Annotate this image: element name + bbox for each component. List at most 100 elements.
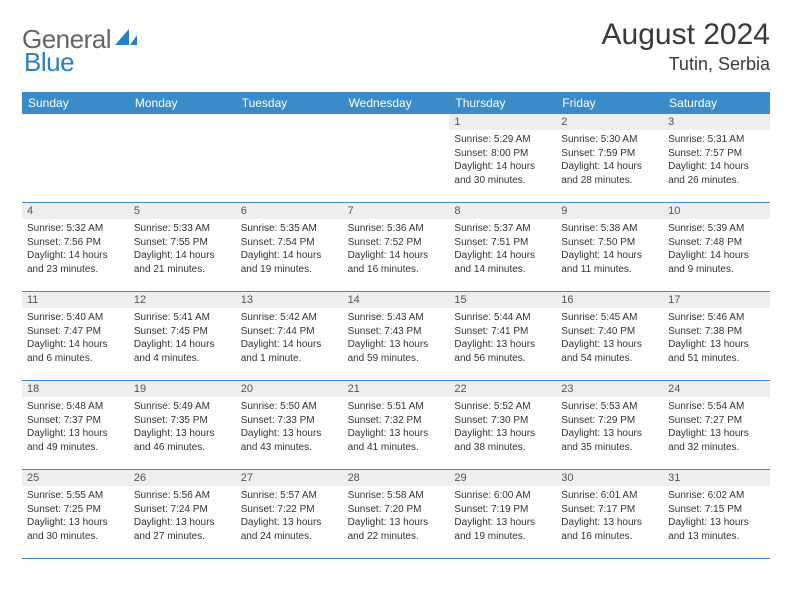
day-day1: Daylight: 13 hours: [561, 516, 658, 530]
day-body: Sunrise: 5:39 AMSunset: 7:48 PMDaylight:…: [663, 219, 770, 281]
day-day1: Daylight: 13 hours: [241, 427, 338, 441]
month-title: August 2024: [602, 18, 770, 52]
day-body: Sunrise: 5:53 AMSunset: 7:29 PMDaylight:…: [556, 397, 663, 459]
day-body: Sunrise: 5:45 AMSunset: 7:40 PMDaylight:…: [556, 308, 663, 370]
day-day1: Daylight: 13 hours: [668, 427, 765, 441]
day-body: Sunrise: 5:54 AMSunset: 7:27 PMDaylight:…: [663, 397, 770, 459]
day-body: Sunrise: 5:51 AMSunset: 7:32 PMDaylight:…: [343, 397, 450, 459]
day-sunrise: Sunrise: 5:33 AM: [134, 222, 231, 236]
day-cell: 22Sunrise: 5:52 AMSunset: 7:30 PMDayligh…: [449, 381, 556, 469]
day-cell: 24Sunrise: 5:54 AMSunset: 7:27 PMDayligh…: [663, 381, 770, 469]
day-number: 18: [22, 381, 129, 397]
day-sunset: Sunset: 7:15 PM: [668, 503, 765, 517]
day-sunset: Sunset: 7:29 PM: [561, 414, 658, 428]
day-number: 11: [22, 292, 129, 308]
day-sunrise: Sunrise: 5:49 AM: [134, 400, 231, 414]
day-cell: 6Sunrise: 5:35 AMSunset: 7:54 PMDaylight…: [236, 203, 343, 291]
day-cell: 25Sunrise: 5:55 AMSunset: 7:25 PMDayligh…: [22, 470, 129, 558]
day-day1: Daylight: 14 hours: [454, 249, 551, 263]
day-day2: and 24 minutes.: [241, 530, 338, 544]
day-sunrise: Sunrise: 6:02 AM: [668, 489, 765, 503]
day-day2: and 16 minutes.: [348, 263, 445, 277]
day-day1: Daylight: 13 hours: [348, 427, 445, 441]
day-day1: Daylight: 13 hours: [454, 338, 551, 352]
day-day2: and 16 minutes.: [561, 530, 658, 544]
day-sunset: Sunset: 7:41 PM: [454, 325, 551, 339]
dow-tuesday: Tuesday: [236, 92, 343, 114]
day-cell: 2Sunrise: 5:30 AMSunset: 7:59 PMDaylight…: [556, 114, 663, 202]
day-day1: Daylight: 14 hours: [134, 249, 231, 263]
day-number: 17: [663, 292, 770, 308]
day-body: Sunrise: 5:29 AMSunset: 8:00 PMDaylight:…: [449, 130, 556, 192]
day-sunset: Sunset: 7:32 PM: [348, 414, 445, 428]
day-sunset: Sunset: 7:56 PM: [27, 236, 124, 250]
day-number: 8: [449, 203, 556, 219]
day-number: 6: [236, 203, 343, 219]
dow-thursday: Thursday: [449, 92, 556, 114]
day-day1: Daylight: 13 hours: [668, 338, 765, 352]
day-body: Sunrise: 5:46 AMSunset: 7:38 PMDaylight:…: [663, 308, 770, 370]
day-day1: Daylight: 13 hours: [134, 516, 231, 530]
day-number: [343, 114, 450, 130]
day-body: Sunrise: 5:58 AMSunset: 7:20 PMDaylight:…: [343, 486, 450, 548]
day-day2: and 28 minutes.: [561, 174, 658, 188]
day-cell: 4Sunrise: 5:32 AMSunset: 7:56 PMDaylight…: [22, 203, 129, 291]
day-sunrise: Sunrise: 5:56 AM: [134, 489, 231, 503]
week-row: 11Sunrise: 5:40 AMSunset: 7:47 PMDayligh…: [22, 292, 770, 381]
week-row: 18Sunrise: 5:48 AMSunset: 7:37 PMDayligh…: [22, 381, 770, 470]
day-number: 21: [343, 381, 450, 397]
day-sunset: Sunset: 7:47 PM: [27, 325, 124, 339]
day-day1: Daylight: 13 hours: [27, 427, 124, 441]
day-day2: and 14 minutes.: [454, 263, 551, 277]
day-cell: 21Sunrise: 5:51 AMSunset: 7:32 PMDayligh…: [343, 381, 450, 469]
day-sunrise: Sunrise: 5:52 AM: [454, 400, 551, 414]
day-day2: and 41 minutes.: [348, 441, 445, 455]
day-cell: 13Sunrise: 5:42 AMSunset: 7:44 PMDayligh…: [236, 292, 343, 380]
day-sunrise: Sunrise: 5:53 AM: [561, 400, 658, 414]
day-day1: Daylight: 14 hours: [27, 338, 124, 352]
calendar: Sunday Monday Tuesday Wednesday Thursday…: [22, 92, 770, 559]
day-number: 7: [343, 203, 450, 219]
day-cell: 16Sunrise: 5:45 AMSunset: 7:40 PMDayligh…: [556, 292, 663, 380]
day-sunrise: Sunrise: 5:32 AM: [27, 222, 124, 236]
day-number: 26: [129, 470, 236, 486]
day-cell: 7Sunrise: 5:36 AMSunset: 7:52 PMDaylight…: [343, 203, 450, 291]
day-day1: Daylight: 14 hours: [561, 160, 658, 174]
day-number: 1: [449, 114, 556, 130]
dow-saturday: Saturday: [663, 92, 770, 114]
day-body: Sunrise: 5:55 AMSunset: 7:25 PMDaylight:…: [22, 486, 129, 548]
day-body: Sunrise: 5:57 AMSunset: 7:22 PMDaylight:…: [236, 486, 343, 548]
day-sunset: Sunset: 7:17 PM: [561, 503, 658, 517]
day-body: Sunrise: 5:43 AMSunset: 7:43 PMDaylight:…: [343, 308, 450, 370]
day-sunrise: Sunrise: 5:31 AM: [668, 133, 765, 147]
day-body: Sunrise: 6:00 AMSunset: 7:19 PMDaylight:…: [449, 486, 556, 548]
day-day2: and 4 minutes.: [134, 352, 231, 366]
day-number: 13: [236, 292, 343, 308]
dow-header-row: Sunday Monday Tuesday Wednesday Thursday…: [22, 92, 770, 114]
day-day1: Daylight: 14 hours: [561, 249, 658, 263]
day-day1: Daylight: 13 hours: [454, 427, 551, 441]
day-body: Sunrise: 5:40 AMSunset: 7:47 PMDaylight:…: [22, 308, 129, 370]
title-block: August 2024 Tutin, Serbia: [602, 18, 770, 75]
day-day2: and 54 minutes.: [561, 352, 658, 366]
day-day1: Daylight: 13 hours: [241, 516, 338, 530]
logo-sail-icon: [115, 27, 137, 52]
day-day1: Daylight: 14 hours: [241, 338, 338, 352]
dow-friday: Friday: [556, 92, 663, 114]
day-sunset: Sunset: 8:00 PM: [454, 147, 551, 161]
day-number: [236, 114, 343, 130]
day-day1: Daylight: 14 hours: [241, 249, 338, 263]
day-sunset: Sunset: 7:24 PM: [134, 503, 231, 517]
week-row: 4Sunrise: 5:32 AMSunset: 7:56 PMDaylight…: [22, 203, 770, 292]
day-sunset: Sunset: 7:22 PM: [241, 503, 338, 517]
day-sunrise: Sunrise: 5:57 AM: [241, 489, 338, 503]
location-label: Tutin, Serbia: [602, 54, 770, 75]
day-cell: 27Sunrise: 5:57 AMSunset: 7:22 PMDayligh…: [236, 470, 343, 558]
day-sunrise: Sunrise: 5:40 AM: [27, 311, 124, 325]
week-row: 1Sunrise: 5:29 AMSunset: 8:00 PMDaylight…: [22, 114, 770, 203]
day-day2: and 19 minutes.: [241, 263, 338, 277]
day-body: Sunrise: 5:37 AMSunset: 7:51 PMDaylight:…: [449, 219, 556, 281]
day-cell: 31Sunrise: 6:02 AMSunset: 7:15 PMDayligh…: [663, 470, 770, 558]
day-number: 2: [556, 114, 663, 130]
day-sunset: Sunset: 7:51 PM: [454, 236, 551, 250]
